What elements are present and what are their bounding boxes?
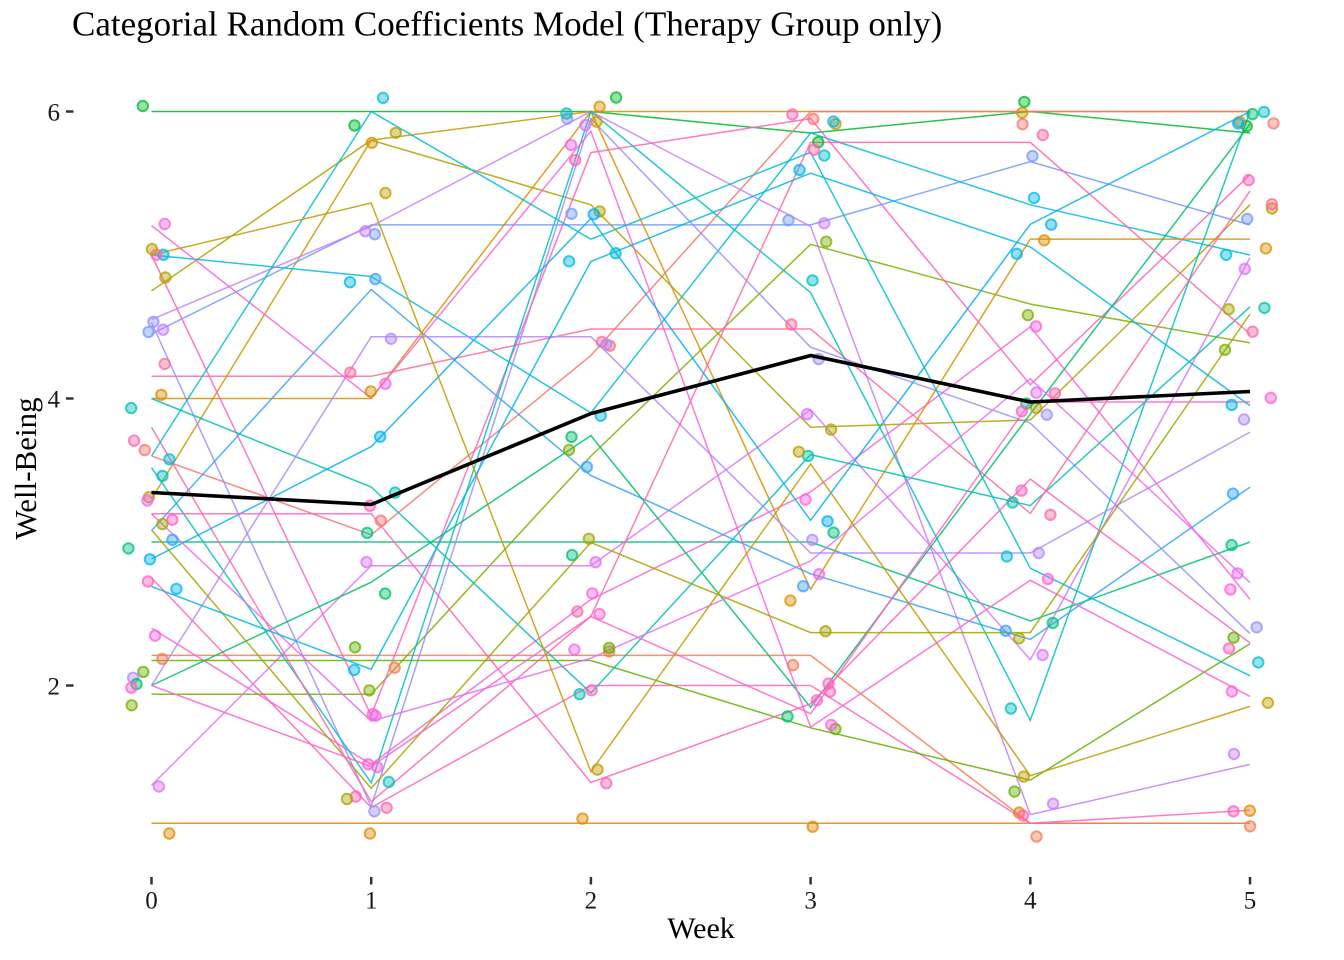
svg-text:6: 6	[48, 100, 61, 127]
svg-text:Categorial Random Coefficients: Categorial Random Coefficients Model (Th…	[72, 5, 942, 44]
svg-text:1: 1	[365, 888, 378, 915]
svg-text:Week: Week	[667, 912, 735, 945]
svg-text:3: 3	[804, 888, 817, 915]
svg-text:Well-Being: Well-Being	[8, 397, 43, 539]
svg-text:5: 5	[1244, 888, 1257, 915]
svg-text:4: 4	[1024, 888, 1037, 915]
svg-text:2: 2	[585, 888, 598, 915]
svg-text:4: 4	[48, 387, 61, 414]
svg-text:2: 2	[48, 674, 61, 701]
svg-text:0: 0	[145, 888, 158, 915]
